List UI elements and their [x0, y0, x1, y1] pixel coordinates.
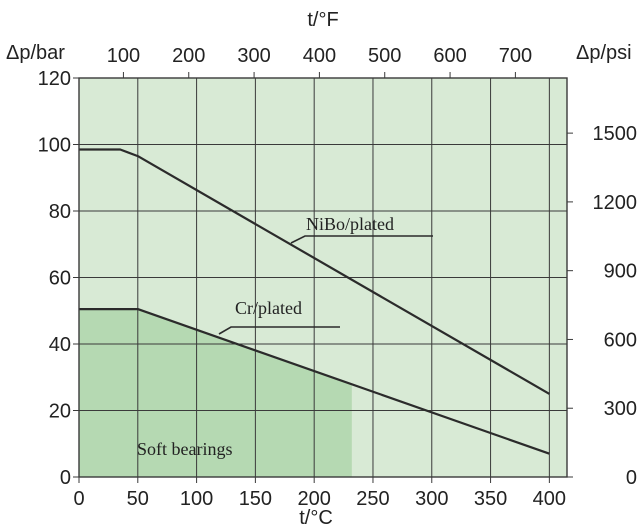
y-left-tick-label-40: 40 [49, 334, 71, 356]
y-right-tick-label-900: 900 [604, 261, 637, 283]
series-line-1 [79, 308, 550, 455]
y-right-axis-title: Δp/psi [576, 42, 632, 64]
y-right-tick-label-1500: 1500 [593, 123, 638, 145]
series-line-0 [79, 148, 550, 395]
x-bottom-tick-label-250: 250 [356, 488, 389, 510]
grid-layer [79, 78, 567, 477]
y-left-tick-label-100: 100 [38, 135, 71, 157]
x-bottom-tick-label-50: 50 [127, 488, 149, 510]
x-bottom-tick-label-200: 200 [297, 488, 330, 510]
series-layer [79, 148, 550, 455]
leader-line-nibo [290, 235, 433, 244]
x-top-tick-label-600: 600 [433, 45, 466, 67]
series-label-nibo: NiBo/plated [306, 214, 394, 234]
x-bottom-axis-title: t/°C [299, 507, 333, 529]
region-label-soft-bearings: Soft bearings [137, 439, 232, 459]
region-area-0 [79, 309, 352, 477]
region-layer [79, 309, 352, 477]
y-left-tick-label-60: 60 [49, 268, 71, 290]
y-left-axis-title: Δp/bar [6, 42, 65, 64]
x-bottom-tick-label-0: 0 [73, 488, 84, 510]
y-right-tick-label-300: 300 [604, 398, 637, 420]
series-label-cr: Cr/plated [235, 298, 302, 318]
x-bottom-tick-label-100: 100 [180, 488, 213, 510]
leader-line-cr [218, 326, 340, 335]
y-left-tick-label-0: 0 [60, 467, 71, 489]
y-left-tick-label-80: 80 [49, 201, 71, 223]
x-top-tick-label-100: 100 [107, 45, 140, 67]
x-bottom-tick-label-350: 350 [474, 488, 507, 510]
x-top-tick-label-300: 300 [237, 45, 270, 67]
x-bottom-tick-label-150: 150 [239, 488, 272, 510]
x-top-tick-label-200: 200 [172, 45, 205, 67]
x-bottom-tick-label-300: 300 [415, 488, 448, 510]
tick-layer: 0 50 100 150 200 250 300 350 400 0 20 40 60 80 100 120 1… [38, 45, 637, 510]
x-top-tick-label-400: 400 [303, 45, 336, 67]
x-top-tick-label-500: 500 [368, 45, 401, 67]
x-top-tick-label-700: 700 [499, 45, 532, 67]
y-left-tick-label-120: 120 [38, 68, 71, 90]
y-right-tick-label-0: 0 [626, 467, 637, 489]
y-right-tick-label-600: 600 [604, 329, 637, 351]
x-bottom-tick-label-400: 400 [533, 488, 566, 510]
y-left-tick-label-20: 20 [49, 401, 71, 423]
x-top-axis-title: t/°F [307, 9, 338, 31]
y-right-tick-label-1200: 1200 [593, 192, 638, 214]
